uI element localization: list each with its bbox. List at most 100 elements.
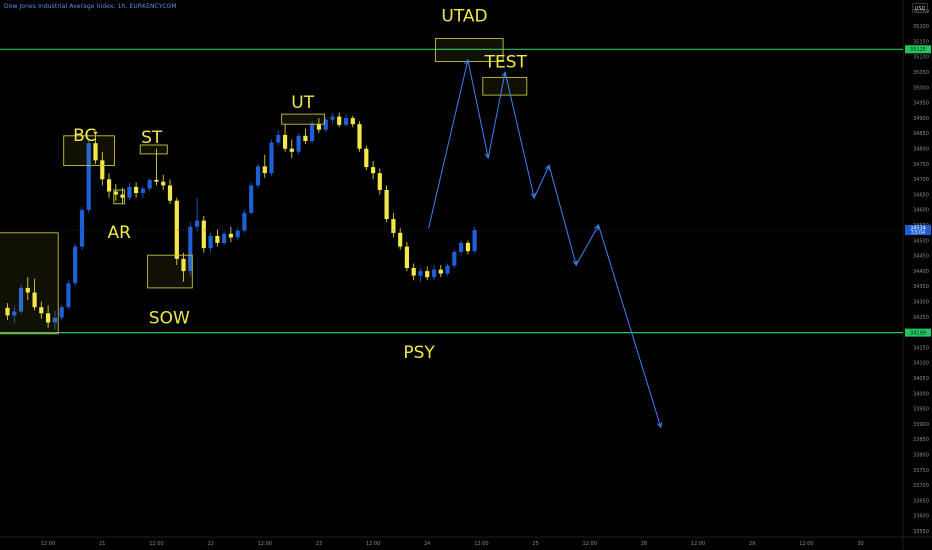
candle-body: [39, 307, 44, 314]
candle-body: [262, 166, 267, 174]
candle-body: [127, 186, 132, 198]
candle-body: [269, 142, 274, 174]
candle-body: [86, 143, 91, 210]
y-tick-label: 34450: [913, 254, 929, 260]
annotation-utad: UTAD: [441, 7, 487, 27]
candle-body: [222, 233, 227, 243]
box-utad[interactable]: [434, 38, 504, 62]
box-bc[interactable]: [63, 135, 115, 166]
candle-body: [46, 313, 51, 323]
x-tick-label: 12:00: [474, 541, 488, 547]
candle-body: [283, 134, 288, 149]
y-tick-label: 33600: [913, 514, 929, 520]
projection-line[interactable]: [428, 59, 662, 428]
x-tick-label: 12:00: [691, 541, 705, 547]
y-tick-label: 33900: [913, 422, 929, 428]
y-tick-label: 33700: [913, 483, 929, 489]
candle-body: [316, 124, 321, 130]
y-tick-label: 34000: [913, 391, 929, 397]
price-axis[interactable]: 35250 35200 35150 35100 35050 35000 34950 34900…: [905, 9, 931, 535]
candle-body: [445, 265, 450, 274]
box-sow[interactable]: [147, 254, 193, 289]
candle-body: [364, 148, 369, 168]
candle-body: [32, 292, 37, 308]
candle-body: [161, 181, 166, 186]
candle-body: [343, 118, 349, 125]
box-test[interactable]: [482, 76, 528, 96]
candle-body: [303, 135, 308, 141]
x-tick-label: 22: [207, 541, 213, 547]
y-tick-label: 34400: [913, 269, 929, 275]
bc-marker: [93, 131, 98, 136]
candle-body: [66, 283, 71, 308]
candle-body: [337, 116, 342, 125]
candles: [5, 112, 477, 330]
candle-body: [5, 307, 10, 316]
support-price-label: [905, 328, 931, 337]
candle-body: [113, 191, 118, 195]
annotation-psy: PSY: [403, 343, 435, 363]
projection-arrowhead: [464, 58, 470, 65]
x-tick-label: 12:00: [258, 541, 272, 547]
x-tick-label: 30: [857, 541, 863, 547]
annotation-bc: BC: [73, 126, 96, 146]
box-accumulation[interactable]: [0, 232, 59, 335]
projection-arrowhead: [544, 164, 550, 171]
y-tick-label: 33950: [913, 407, 929, 413]
candle-body: [147, 179, 152, 189]
candle-body: [181, 258, 186, 272]
candle-body: [215, 235, 220, 243]
annotations: UTAD TEST UT BC ST AR SOW PSY: [73, 7, 527, 364]
candle-body: [377, 173, 382, 190]
candle-body: [154, 179, 159, 182]
candle-body: [249, 185, 254, 213]
candle-body: [255, 166, 261, 186]
candle-body: [167, 185, 173, 201]
candle-body: [330, 116, 335, 120]
y-tick-label: 34300: [913, 300, 929, 306]
candle-body: [459, 242, 464, 253]
x-tick-label: 12:00: [149, 541, 163, 547]
annotation-ut: UT: [291, 93, 314, 113]
annotation-sow: SOW: [149, 309, 190, 329]
candle-body: [276, 134, 281, 143]
candle-body: [404, 246, 409, 268]
y-tick-label: 34800: [913, 147, 929, 153]
candle-body: [357, 124, 362, 149]
candle-body: [438, 269, 443, 274]
candle-body: [296, 135, 301, 152]
projection-arrowhead: [594, 224, 600, 231]
box-ar[interactable]: [113, 189, 126, 205]
time-axis[interactable]: 12:00 21 12:00 22 12:00 23 12:00 24 12:00 25 12:00…: [41, 541, 864, 547]
box-st[interactable]: [139, 144, 168, 155]
box-ut[interactable]: [281, 113, 325, 125]
y-tick-label: 34700: [913, 177, 929, 183]
y-tick-label: 35100: [913, 55, 929, 61]
candle-body: [228, 233, 233, 238]
x-tick-label: 21: [99, 541, 105, 547]
candle-body: [289, 148, 294, 152]
candle-body: [452, 252, 457, 266]
y-tick-label: 33850: [913, 437, 929, 443]
candle-body: [79, 209, 85, 247]
currency-badge[interactable]: USD: [912, 3, 928, 13]
candle-body: [134, 186, 139, 193]
candle-body: [52, 317, 57, 323]
candle-body: [431, 269, 437, 278]
projection-path: [428, 58, 663, 429]
annotation-test: TEST: [484, 53, 528, 73]
y-tick-label: 34850: [913, 131, 929, 137]
annotation-st: ST: [141, 128, 163, 148]
y-tick-label: 35200: [913, 24, 929, 30]
resistance-price-label: [905, 45, 931, 54]
candle-body: [242, 213, 247, 231]
y-tick-label: 34500: [913, 238, 929, 244]
candle-body: [201, 220, 206, 249]
projection-arrowhead: [501, 71, 507, 78]
support-price-text: 34199: [910, 330, 926, 336]
resistance-price-text: 35125: [910, 47, 926, 53]
candle-body: [425, 271, 430, 278]
candle-body: [411, 268, 416, 276]
